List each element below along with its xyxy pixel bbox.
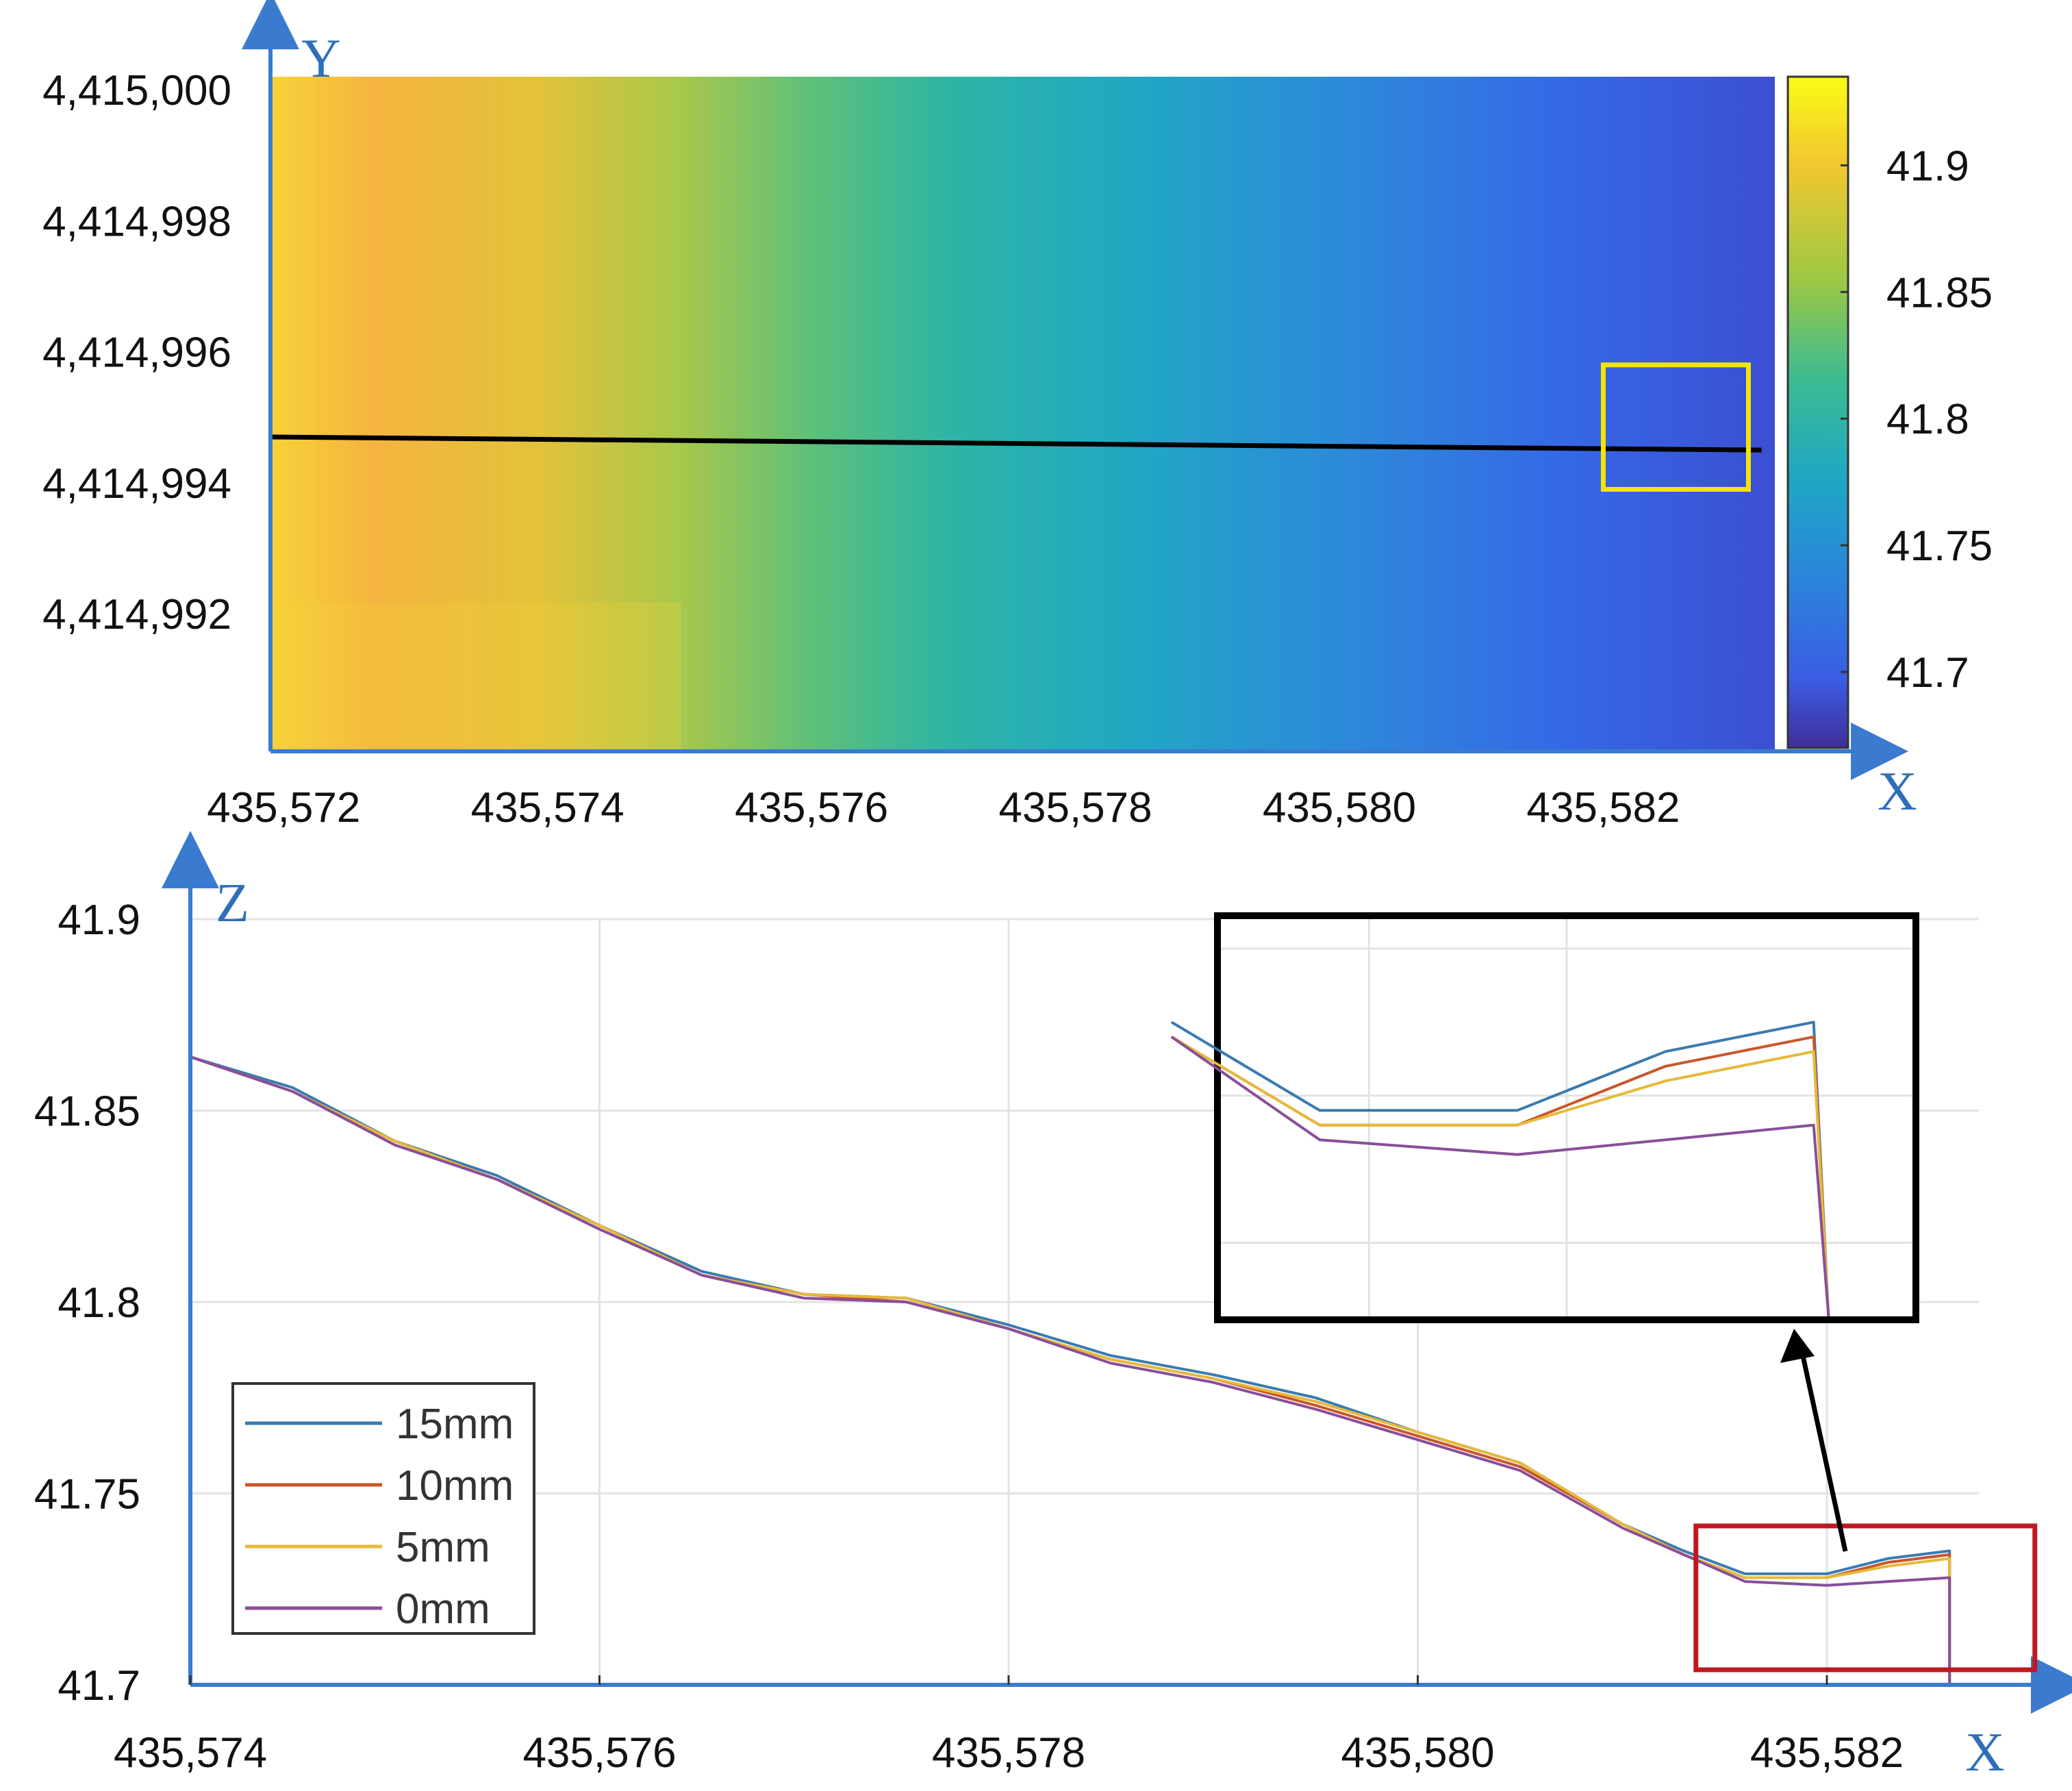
heatmap-y-tick-label: 4,414,994 — [42, 460, 231, 508]
profile-y-tick-label: 41.9 — [58, 897, 140, 944]
heatmap-x-tick-label: 435,580 — [1263, 784, 1416, 831]
series-line-0mm — [190, 1055, 1951, 1685]
profile-x-tick-label: 435,576 — [522, 1729, 676, 1777]
heatmap-x-axis-label: X — [1878, 762, 1917, 822]
zoom-region-box — [1693, 1523, 2038, 1673]
colorbar-tick-label: 41.7 — [1886, 649, 1969, 697]
heatmap-y-tick-label: 4,415,000 — [42, 67, 231, 114]
legend-label-0mm: 0mm — [396, 1586, 490, 1633]
profile-line-layer — [270, 434, 1762, 453]
profile-y-axis-label: Z — [216, 873, 249, 934]
highlight-box-layer — [1600, 362, 1751, 492]
colorbar — [1786, 75, 1849, 749]
inset-grid — [1221, 919, 1912, 1316]
zoom-region-layer — [1693, 1523, 2038, 1673]
heatmap-x-tick-label: 435,572 — [207, 784, 360, 831]
profile-x-tick-label: 435,574 — [114, 1729, 267, 1777]
profile-y-tick-label: 41.8 — [58, 1279, 140, 1327]
profile-y-tick-label: 41.85 — [34, 1088, 140, 1136]
inset-series — [1172, 1022, 1828, 1316]
heatmap-x-tick-label: 435,574 — [471, 784, 624, 831]
profile-x-axis-label: X — [1965, 1723, 2005, 1783]
heatmap-surface — [270, 77, 1775, 751]
legend-label-15mm: 15mm — [396, 1401, 514, 1448]
profile-x-tick-label: 435,578 — [932, 1729, 1085, 1777]
heatmap-y-axis-label: Y — [301, 29, 341, 89]
profile-line — [270, 434, 1762, 453]
heatmap-x-tick-label: 435,578 — [999, 784, 1152, 831]
series-line-15mm — [190, 1055, 1951, 1685]
colorbar-tick-label: 41.8 — [1886, 396, 1969, 443]
colorbar-tick-label: 41.9 — [1886, 142, 1969, 190]
highlight-box — [1600, 362, 1751, 492]
legend-label-5mm: 5mm — [396, 1524, 490, 1571]
legend-items: 15mm 10mm 5mm 0mm — [245, 1401, 514, 1633]
heatmap-y-ticks: 4,415,000 4,414,998 4,414,996 4,414,994 4,41… — [42, 67, 231, 638]
inset-series-line-0mm — [1172, 1037, 1828, 1316]
heatmap-y-tick-label: 4,414,998 — [42, 198, 231, 245]
inset — [1172, 912, 1919, 1323]
colorbar-ticks: 41.9 41.85 41.8 41.75 41.7 — [1841, 142, 1993, 697]
profile-series — [190, 1055, 1951, 1685]
profile-y-tick-label: 41.75 — [34, 1471, 140, 1518]
profile-x-tick-label: 435,582 — [1750, 1729, 1904, 1777]
colorbar-tick-label: 41.85 — [1886, 269, 1993, 316]
inset-series-line-5mm — [1172, 1037, 1828, 1316]
profile-x-tick-label: 435,580 — [1341, 1729, 1494, 1777]
zoom-arrow — [1799, 1352, 1848, 1552]
profile-x-ticks: 435,574 435,576 435,578 435,580 435,582 — [114, 1675, 1904, 1777]
profile-panel: Z X 435,574 435,576 435,578 435,580 435,582 … — [34, 831, 2072, 1783]
legend: 15mm 10mm 5mm 0mm — [231, 1382, 535, 1635]
colorbar-tick-label: 41.75 — [1886, 523, 1993, 570]
heatmap-x-tick-label: 435,576 — [735, 784, 888, 831]
legend-box — [231, 1382, 535, 1635]
zoom-arrow-head — [1780, 1329, 1815, 1363]
heatmap-y-tick-label: 4,414,996 — [42, 329, 231, 377]
profile-y-ticks: 41.9 41.85 41.8 41.75 41.7 — [34, 897, 140, 1709]
legend-label-10mm: 10mm — [396, 1462, 514, 1510]
profile-y-tick-label: 41.7 — [58, 1662, 140, 1709]
heatmap-x-ticks: 435,572 435,574 435,576 435,578 435,580 435,5… — [207, 784, 1680, 831]
heatmap-y-tick-label: 4,414,992 — [42, 591, 231, 638]
heatmap-x-tick-label: 435,582 — [1526, 784, 1680, 831]
heatmap-bottom-shade — [270, 603, 681, 751]
heatmap-panel: Y X 435,572 435,574 435,576 435,578 435,580 4… — [42, 0, 1993, 831]
